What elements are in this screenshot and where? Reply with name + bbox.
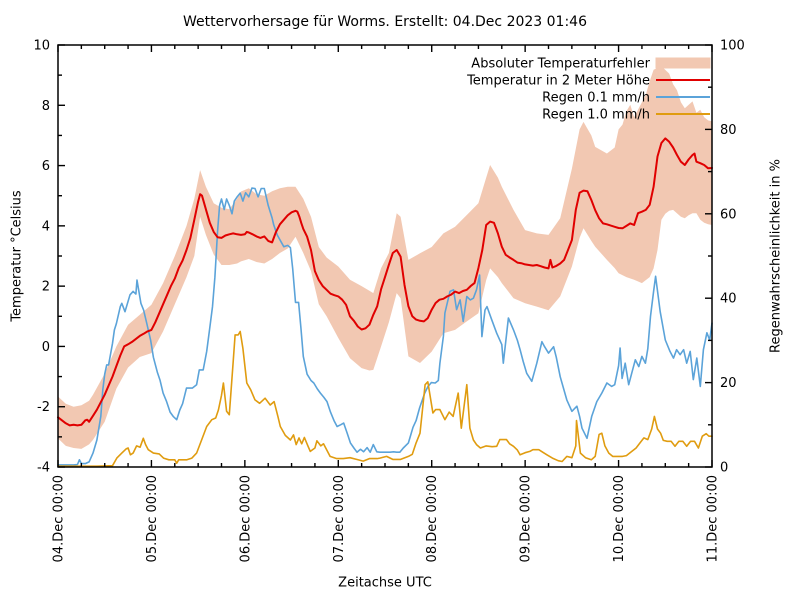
legend-item-rain01: Regen 0.1 mm/h [542,91,710,106]
y-right-tick-label: 0 [720,461,728,476]
series-rain01 [57,187,713,466]
legend-label: Regen 0.1 mm/h [542,91,650,106]
x-tick-label: 10.Dec 00:00 [612,475,627,562]
x-tick-label: 11.Dec 00:00 [706,475,721,562]
legend-swatch-band [655,57,711,69]
legend-item-band: Absoluter Temperaturfehler [471,57,711,72]
y-right-tick-label: 60 [720,207,737,222]
y-left-tick-label: 6 [42,159,50,174]
y-left-tick-label: 4 [42,219,50,234]
legend-item-rain10: Regen 1.0 mm/h [542,108,710,123]
y-right-tick-label: 40 [720,292,737,307]
chart-title: Wettervorhersage für Worms. Erstellt: 04… [182,14,587,30]
legend-label: Temperatur in 2 Meter Höhe [466,74,650,89]
y-left-tick-label: 10 [33,39,50,54]
x-tick-label: 06.Dec 00:00 [238,475,253,562]
x-axis-label: Zeitachse UTC [338,575,432,591]
legend: Absoluter Temperaturfehler Temperatur in … [466,57,711,123]
series-rain10 [57,330,713,468]
axes-and-ticks [57,44,713,468]
y-left-tick-label: 0 [42,340,50,355]
legend-label: Regen 1.0 mm/h [542,108,650,123]
legend-label: Absoluter Temperaturfehler [471,57,650,72]
y-right-tick-label: 100 [720,39,745,54]
series-temperature-error-band [58,66,712,449]
y-right-tick-label: 20 [720,376,737,391]
y-left-tick-label: 2 [42,280,50,295]
y-left-tick-label: -4 [37,461,50,476]
y-right-tick-label: 80 [720,123,737,138]
y-left-tick-label: 8 [42,99,50,114]
series-temperature [57,137,713,427]
y-left-tick-label: -2 [37,400,50,415]
x-tick-label: 07.Dec 00:00 [332,475,347,562]
x-tick-label: 04.Dec 00:00 [52,475,67,562]
x-tick-label: 08.Dec 00:00 [425,475,440,562]
x-tick-label: 09.Dec 00:00 [519,475,534,562]
legend-item-temperature: Temperatur in 2 Meter Höhe [466,74,710,89]
x-tick-label: 05.Dec 00:00 [145,475,160,562]
